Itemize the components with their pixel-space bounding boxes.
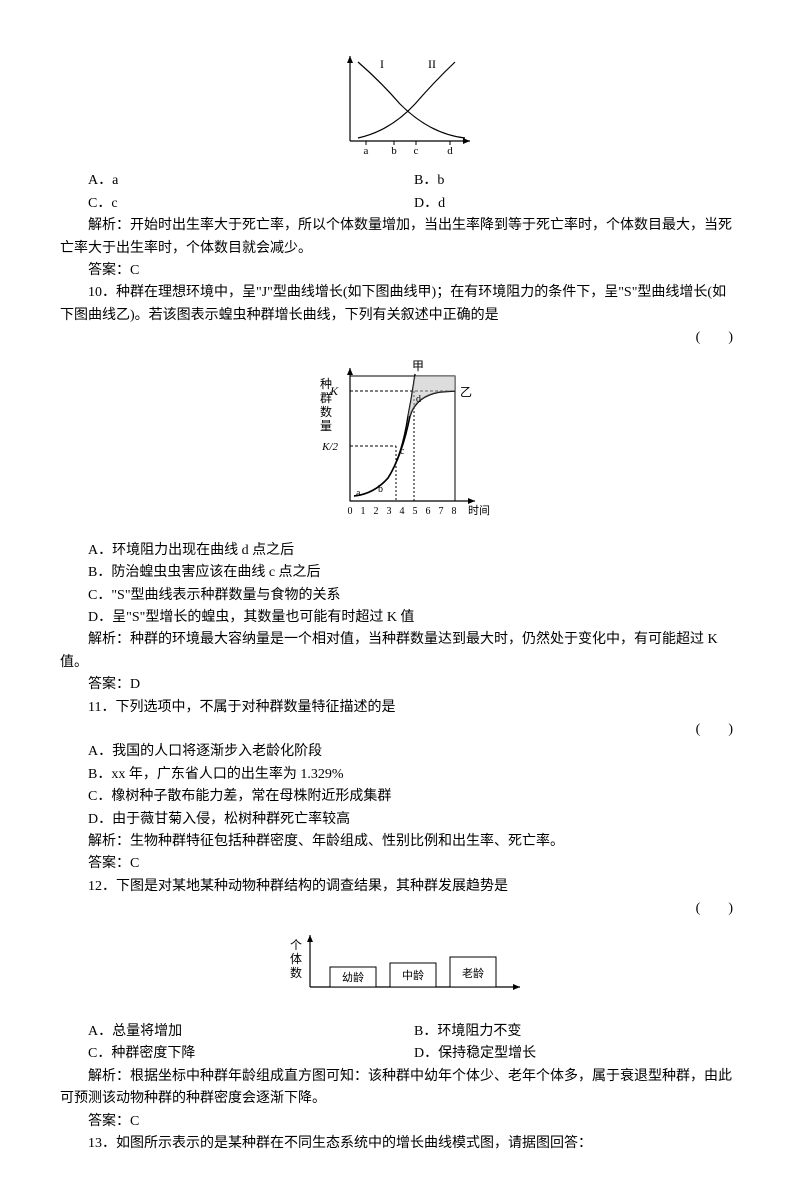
q11-option-d: D．由于薇甘菊入侵，松树种群死亡率较高 xyxy=(60,809,740,831)
q9-option-d: D．d xyxy=(414,193,740,215)
q10-option-b: B．防治蝗虫虫害应该在曲线 c 点之后 xyxy=(60,562,740,584)
svg-text:4: 4 xyxy=(400,506,405,517)
svg-text:体: 体 xyxy=(290,952,302,966)
q12-figure: 个 体 数 幼龄 中龄 老龄 xyxy=(60,927,740,1015)
q12-options-row1: A．总量将增加 B．环境阻力不变 xyxy=(60,1021,740,1043)
svg-text:5: 5 xyxy=(413,506,418,517)
q9-option-c: C．c xyxy=(88,193,414,215)
q10-stem: 10．种群在理想环境中，呈"J"型曲线增长(如下图曲线甲)；在有环境阻力的条件下… xyxy=(60,282,740,327)
svg-text:c: c xyxy=(400,446,405,457)
svg-text:甲: 甲 xyxy=(412,359,424,373)
q13-stem: 13．如图所示表示的是某种群在不同生态系统中的增长曲线模式图，请据图回答： xyxy=(60,1133,740,1155)
svg-text:d: d xyxy=(447,145,453,156)
q11-option-b: B．xx 年，广东省人口的出生率为 1.329% xyxy=(60,764,740,786)
svg-text:数: 数 xyxy=(320,404,332,419)
svg-text:时间: 时间 xyxy=(468,504,490,517)
q11-option-c: C．橡树种子散布能力差，常在母株附近形成集群 xyxy=(60,786,740,808)
q11-answer: 答案：C xyxy=(60,853,740,875)
svg-text:a: a xyxy=(364,145,369,156)
svg-text:6: 6 xyxy=(426,506,431,517)
q12-stem: 12．下图是对某地某种动物种群结构的调查结果，其种群发展趋势是 xyxy=(60,876,740,898)
q10-option-c: C．"S"型曲线表示种群数量与食物的关系 xyxy=(60,585,740,607)
q10-figure: 种 群 数 量 K K/2 甲 乙 a b xyxy=(60,356,740,534)
svg-text:个: 个 xyxy=(290,938,302,952)
q12-analysis: 解析：根据坐标中种群年龄组成直方图可知：该种群中幼年个体少、老年个体多，属于衰退… xyxy=(60,1066,740,1111)
q9-figure: a b c d I II xyxy=(60,46,740,164)
svg-text:K: K xyxy=(329,384,339,398)
svg-text:c: c xyxy=(414,145,419,156)
svg-text:中龄: 中龄 xyxy=(402,968,424,982)
svg-text:乙: 乙 xyxy=(460,385,472,399)
q10-answer: 答案：D xyxy=(60,674,740,696)
q12-options-row2: C．种群密度下降 D．保持稳定型增长 xyxy=(60,1043,740,1065)
svg-text:量: 量 xyxy=(320,419,332,433)
q12-option-a: A．总量将增加 xyxy=(88,1021,414,1043)
svg-text:b: b xyxy=(391,145,397,156)
q9-option-b: B．b xyxy=(414,170,740,192)
q12-answer: 答案：C xyxy=(60,1111,740,1133)
svg-text:0: 0 xyxy=(348,506,353,517)
svg-text:8: 8 xyxy=(452,506,457,517)
svg-text:II: II xyxy=(428,57,436,71)
q10-analysis: 解析：种群的环境最大容纳量是一个相对值，当种群数量达到最大时，仍然处于变化中，有… xyxy=(60,629,740,674)
svg-text:1: 1 xyxy=(361,506,366,517)
q12-option-c: C．种群密度下降 xyxy=(88,1043,414,1065)
svg-text:幼龄: 幼龄 xyxy=(342,970,364,984)
q12-option-b: B．环境阻力不变 xyxy=(414,1021,740,1043)
q9-options-row1: A．a B．b xyxy=(60,170,740,192)
svg-text:d: d xyxy=(416,394,421,405)
q10-option-d: D．呈"S"型增长的蝗虫，其数量也可能有时超过 K 值 xyxy=(60,607,740,629)
q12-bracket: ( ) xyxy=(60,898,740,920)
q9-answer: 答案：C xyxy=(60,260,740,282)
q11-bracket: ( ) xyxy=(60,719,740,741)
svg-text:老龄: 老龄 xyxy=(462,966,484,980)
svg-text:2: 2 xyxy=(374,506,379,517)
q9-options-row2: C．c D．d xyxy=(60,193,740,215)
svg-text:3: 3 xyxy=(387,506,392,517)
q12-option-d: D．保持稳定型增长 xyxy=(414,1043,740,1065)
q11-analysis: 解析：生物种群特征包括种群密度、年龄组成、性别比例和出生率、死亡率。 xyxy=(60,831,740,853)
q10-bracket: ( ) xyxy=(60,327,740,349)
svg-text:K/2: K/2 xyxy=(321,441,338,453)
q11-stem: 11．下列选项中，不属于对种群数量特征描述的是 xyxy=(60,697,740,719)
q9-analysis: 解析：开始时出生率大于死亡率，所以个体数量增加，当出生率降到等于死亡率时，个体数… xyxy=(60,215,740,260)
svg-text:a: a xyxy=(356,488,361,499)
q11-option-a: A．我国的人口将逐渐步入老龄化阶段 xyxy=(60,741,740,763)
q10-option-a: A．环境阻力出现在曲线 d 点之后 xyxy=(60,540,740,562)
q9-option-a: A．a xyxy=(88,170,414,192)
svg-text:数: 数 xyxy=(290,965,302,980)
svg-text:7: 7 xyxy=(439,506,444,517)
svg-text:I: I xyxy=(380,57,384,71)
svg-text:b: b xyxy=(378,484,383,495)
